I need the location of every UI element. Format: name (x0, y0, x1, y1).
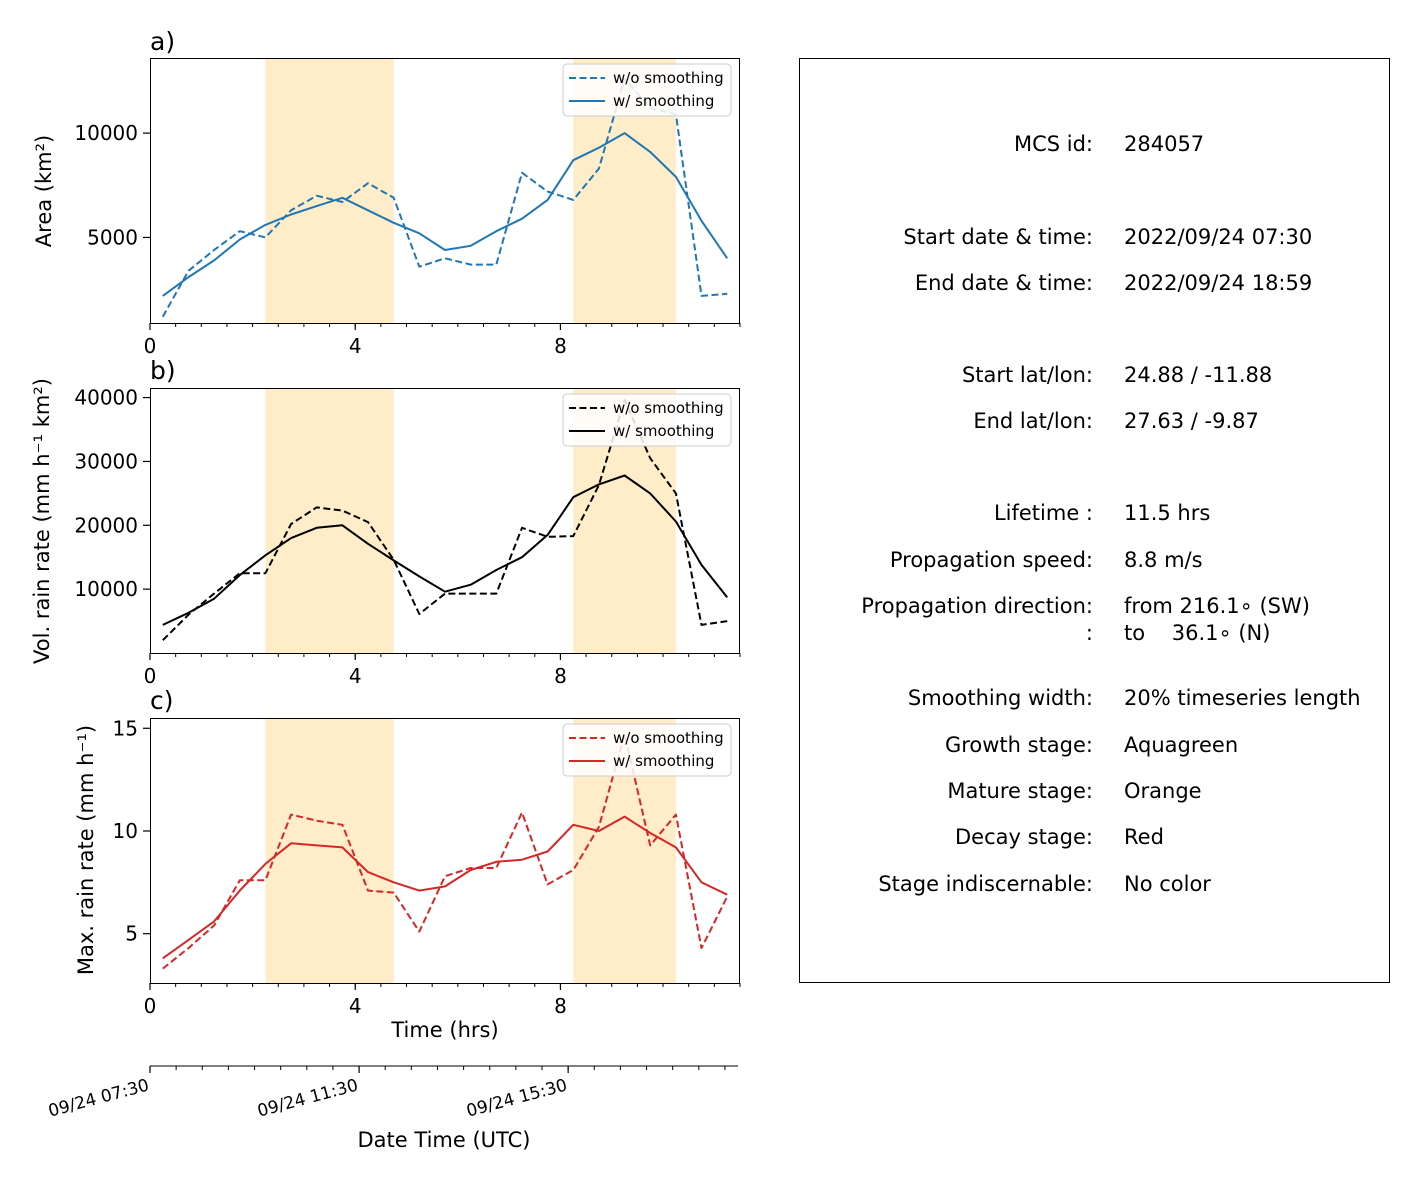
panel-c-y-tick-label: 10 (113, 819, 138, 843)
panel-a-series-smoothed-line (162, 132, 729, 297)
panel-c-x-tick-label: 8 (554, 994, 567, 1018)
info-panel-frame (799, 58, 1390, 983)
date-axis-label: Date Time (UTC) (358, 1128, 531, 1152)
panel-b-shaded-span (265, 388, 394, 653)
info-value: 8.8 m/s (1124, 548, 1203, 572)
panel-c-shaded-span (265, 718, 394, 983)
info-key: Smoothing width: (908, 686, 1093, 710)
info-value: 27.63 / -9.87 (1124, 409, 1259, 433)
info-value: 20% timeseries length (1124, 686, 1361, 710)
panel-a-y-tick-label: 10000 (74, 121, 138, 145)
info-value: to 36.1∘ (N) (1124, 621, 1270, 645)
panel-c-x-tick-label: 0 (144, 994, 157, 1018)
panel-a-label: a) (150, 27, 175, 56)
panel-b-legend-label: w/ smoothing (613, 422, 714, 440)
panel-c-series-smoothed-line (162, 815, 728, 960)
panel-c-y-tick-label: 15 (113, 716, 138, 740)
info-key: Start date & time: (903, 225, 1093, 249)
info-value: from 216.1∘ (SW) (1124, 594, 1310, 618)
panel-c-xlabel: Time (hrs) (390, 1018, 498, 1042)
panel-b-series-smoothed-line (162, 474, 728, 626)
info-key: MCS id: (1014, 132, 1093, 156)
panel-c-axes-frame (150, 718, 740, 984)
panel-b-label: b) (150, 356, 176, 385)
info-key: Growth stage: (945, 733, 1093, 757)
panel-a-x-tick-label: 8 (554, 334, 567, 358)
info-key: Mature stage: (947, 779, 1093, 803)
info-value: Orange (1124, 779, 1202, 803)
panel-b-legend-label: w/o smoothing (613, 399, 724, 417)
info-value: No color (1124, 872, 1211, 896)
info-key: Decay stage: (955, 825, 1093, 849)
info-key: End date & time: (915, 271, 1093, 295)
info-key: Start lat/lon: (962, 363, 1093, 387)
info-key: Stage indiscernable: (878, 872, 1093, 896)
panel-a-legend-label: w/o smoothing (613, 69, 724, 87)
info-value: Red (1124, 825, 1164, 849)
panel-a-axes-frame (150, 58, 740, 324)
info-key: Propagation direction: (861, 594, 1093, 618)
panel-c-ylabel: Max. rain rate (mm h⁻¹) (74, 725, 98, 975)
info-value: 24.88 / -11.88 (1124, 363, 1272, 387)
panel-b-y-tick-label: 10000 (74, 577, 138, 601)
panel-c-y-tick-label: 5 (125, 922, 138, 946)
panel-c-label: c) (150, 686, 174, 715)
panel-a-ylabel: Area (km²) (32, 135, 56, 247)
panel-b-y-tick-label: 40000 (74, 386, 138, 410)
panel-b-x-tick-label: 8 (554, 664, 567, 688)
info-value: 11.5 hrs (1124, 501, 1210, 525)
panel-b-x-tick-label: 0 (144, 664, 157, 688)
info-value: Aquagreen (1124, 733, 1238, 757)
info-value: 2022/09/24 07:30 (1124, 225, 1312, 249)
panel-b-x-tick-label: 4 (349, 664, 362, 688)
panel-a-legend-label: w/ smoothing (613, 92, 714, 110)
panel-a-area-chart: a) Area (km²) 0 4 8 5000 10000 w/o smoothing w… (32, 27, 741, 358)
panel-c-x-tick-label: 4 (349, 994, 362, 1018)
info-key: : (1086, 621, 1093, 645)
panel-c-max-rain-chart: c) Max. rain rate (mm h⁻¹) Time (hrs) 0 4… (74, 686, 741, 1042)
mcs-info-panel: MCS id: 284057 Start date & time: 2022/09/2… (799, 58, 1390, 983)
panel-b-ylabel: Vol. rain rate (mm h⁻¹ km²) (30, 378, 54, 664)
panel-a-x-tick-label: 0 (144, 334, 157, 358)
panel-b-y-tick-label: 30000 (74, 449, 138, 473)
panel-c-legend-label: w/o smoothing (613, 729, 724, 747)
panel-b-axes-frame (150, 388, 740, 654)
panel-b-vol-rain-chart: b) Vol. rain rate (mm h⁻¹ km²) 0 4 8 10000 2… (30, 356, 741, 688)
info-value: 2022/09/24 18:59 (1124, 271, 1312, 295)
panel-a-shaded-span (265, 58, 394, 323)
info-key: Lifetime : (994, 501, 1093, 525)
info-key: End lat/lon: (973, 409, 1093, 433)
panel-b-y-tick-label: 20000 (74, 513, 138, 537)
info-value: 284057 (1124, 132, 1204, 156)
panel-a-y-tick-label: 5000 (87, 225, 138, 249)
panel-a-x-tick-label: 4 (349, 334, 362, 358)
panel-c-legend-label: w/ smoothing (613, 752, 714, 770)
info-key: Propagation speed: (890, 548, 1093, 572)
